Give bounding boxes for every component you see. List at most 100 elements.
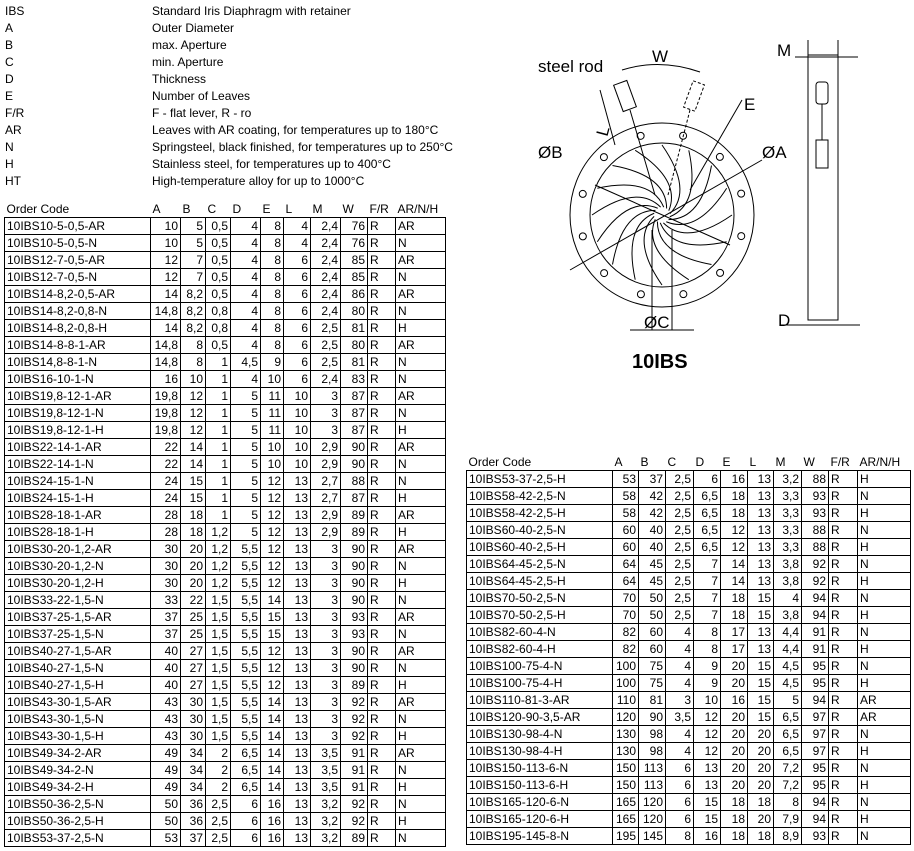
- cell: 10IBS14-8,2-0,5-AR: [4, 285, 151, 303]
- cell: 13: [747, 572, 774, 590]
- table-row: 10IBS19,8-12-1-H 19,8 12 1 5 11 10 3 87 R H: [4, 421, 446, 439]
- header-cell: AR/N/H: [397, 202, 439, 216]
- cell: 30: [150, 574, 181, 592]
- cell: 95: [801, 674, 829, 692]
- header-cell: W: [803, 455, 815, 469]
- cell: 12: [720, 521, 748, 539]
- legend-text: Thickness: [152, 72, 207, 86]
- left-table: Order Code A B C D E L M W F/R AR/N/H 10IBS10-5-0,5…: [4, 201, 446, 847]
- cell: 20: [747, 810, 774, 828]
- table-row: 10IBS40-27-1,5-N 40 27 1,5 5,5 12 13 3 90 R N: [4, 659, 446, 677]
- cell: 10IBS110-81-3-AR: [466, 691, 613, 709]
- cell: 6,5: [230, 761, 261, 779]
- cell: 0,8: [205, 302, 231, 320]
- cell: AR: [395, 693, 446, 711]
- cell: 13: [283, 744, 311, 762]
- cell: 165: [612, 810, 639, 828]
- legend-text: Standard Iris Diaphragm with retainer: [152, 4, 351, 18]
- cell: 0,5: [205, 234, 231, 252]
- hole: [679, 131, 688, 140]
- cell: 14: [180, 455, 206, 473]
- table-row: 10IBS49-34-2-H 49 34 2 6,5 14 13 3,5 91 R H: [4, 778, 446, 796]
- hole: [737, 232, 746, 241]
- legend-key: H: [5, 157, 14, 171]
- cell: 10IBS14-8,2-0,8-N: [4, 302, 151, 320]
- header-cell: Order Code: [6, 202, 70, 216]
- table-row: 10IBS150-113-6-H 150 113 6 13 20 20 7,2 95 R H: [466, 776, 911, 794]
- cell: 33: [150, 591, 181, 609]
- table-row: 10IBS24-15-1-N 24 15 1 5 12 13 2,7 88 R N: [4, 472, 446, 490]
- cell: 7,2: [773, 776, 802, 794]
- cell: AR: [395, 540, 446, 558]
- leaf: [591, 196, 661, 216]
- cell: 2,5: [665, 538, 694, 556]
- cell: 27: [180, 659, 206, 677]
- cell: 10IBS130-98-4-H: [466, 742, 613, 760]
- cell: 10: [260, 438, 284, 456]
- table-row: 10IBS49-34-2-AR 49 34 2 6,5 14 13 3,5 91 R AR: [4, 744, 446, 762]
- table-row: 10IBS53-37-2,5-H 53 37 2,5 6 16 13 3,2 88 R H: [466, 470, 911, 488]
- header-cell: L: [749, 455, 757, 469]
- cell: 10IBS49-34-2-H: [4, 778, 151, 796]
- cell: 36: [180, 795, 206, 813]
- cell: 5,5: [230, 642, 261, 660]
- cell: 10: [283, 455, 311, 473]
- cell: N: [395, 353, 446, 371]
- cell: 10IBS165-120-6-H: [466, 810, 613, 828]
- e-pointer: [689, 99, 743, 191]
- cell: N: [395, 472, 446, 490]
- cell: 15: [747, 708, 774, 726]
- table-row: 10IBS30-20-1,2-N 30 20 1,2 5,5 12 13 3 90 R N: [4, 557, 446, 575]
- legend-text: Number of Leaves: [152, 89, 251, 103]
- header-row: Order Code A B C D E L M W F/R AR/N/H: [467, 454, 911, 471]
- table-row: 10IBS120-90-3,5-AR 120 90 3,5 12 20 15 6,5 97 R AR: [466, 708, 911, 726]
- header-cell: C: [667, 455, 677, 469]
- cell: 145: [638, 827, 666, 845]
- cell: 18: [720, 827, 748, 845]
- cell: 14: [150, 285, 181, 303]
- cell: 13: [283, 506, 311, 524]
- cell: 50: [638, 589, 666, 607]
- label-w: W: [652, 47, 668, 66]
- cell: 15: [747, 657, 774, 675]
- table-row: 10IBS50-36-2,5-H 50 36 2,5 6 16 13 3,2 92 R H: [4, 812, 446, 830]
- cell: 95: [801, 657, 829, 675]
- outer-ring: [569, 122, 755, 308]
- legend-key: C: [5, 55, 14, 69]
- right-table: Order Code A B C D E L M W F/R AR/N/H 10IBS53-37-2,…: [466, 454, 911, 845]
- table-row: 10IBS14-8-8-1-AR 14,8 8 0,5 4 8 6 2,5 80 R AR: [4, 336, 446, 354]
- hole: [578, 189, 587, 198]
- cell: 13: [283, 540, 311, 558]
- cell: 2,4: [310, 302, 341, 320]
- cell: 10: [150, 217, 181, 235]
- cell: 13: [747, 623, 774, 641]
- cell: 40: [150, 642, 181, 660]
- cell: 10IBS22-14-1-N: [4, 455, 151, 473]
- cell: 10IBS14-8-8-1-AR: [4, 336, 151, 354]
- cell: 12: [260, 472, 284, 490]
- cell: 10IBS30-20-1,2-AR: [4, 540, 151, 558]
- table-row: 10IBS64-45-2,5-H 64 45 2,5 7 14 13 3,8 92 R H: [466, 572, 911, 590]
- header-cell: B: [182, 202, 191, 216]
- leaf: [597, 184, 665, 208]
- cell: 16: [260, 829, 284, 847]
- cell: 30: [180, 727, 206, 745]
- table-row: 10IBS37-25-1,5-AR 37 25 1,5 5,5 15 13 3 93 R AR: [4, 608, 446, 626]
- leaf: [663, 214, 733, 234]
- header-cell: M: [775, 455, 786, 469]
- cell: 16: [150, 370, 181, 388]
- leaf: [612, 209, 656, 265]
- cell: 94: [801, 793, 829, 811]
- cell: 90: [638, 708, 666, 726]
- holes: [578, 131, 746, 299]
- table-row: 10IBS130-98-4-H 130 98 4 12 20 20 6,5 97 R H: [466, 742, 911, 760]
- cell: 10IBS40-27-1,5-N: [4, 659, 151, 677]
- leaf: [652, 219, 690, 281]
- header-cell: Order Code: [468, 455, 532, 469]
- cell: 19,8: [150, 404, 181, 422]
- table-row: 10IBS43-30-1,5-N 43 30 1,5 5,5 14 13 3 92 R N: [4, 710, 446, 728]
- cell: 10IBS58-42-2,5-N: [466, 487, 613, 505]
- cell: N: [857, 589, 911, 607]
- cell: 6,5: [693, 521, 721, 539]
